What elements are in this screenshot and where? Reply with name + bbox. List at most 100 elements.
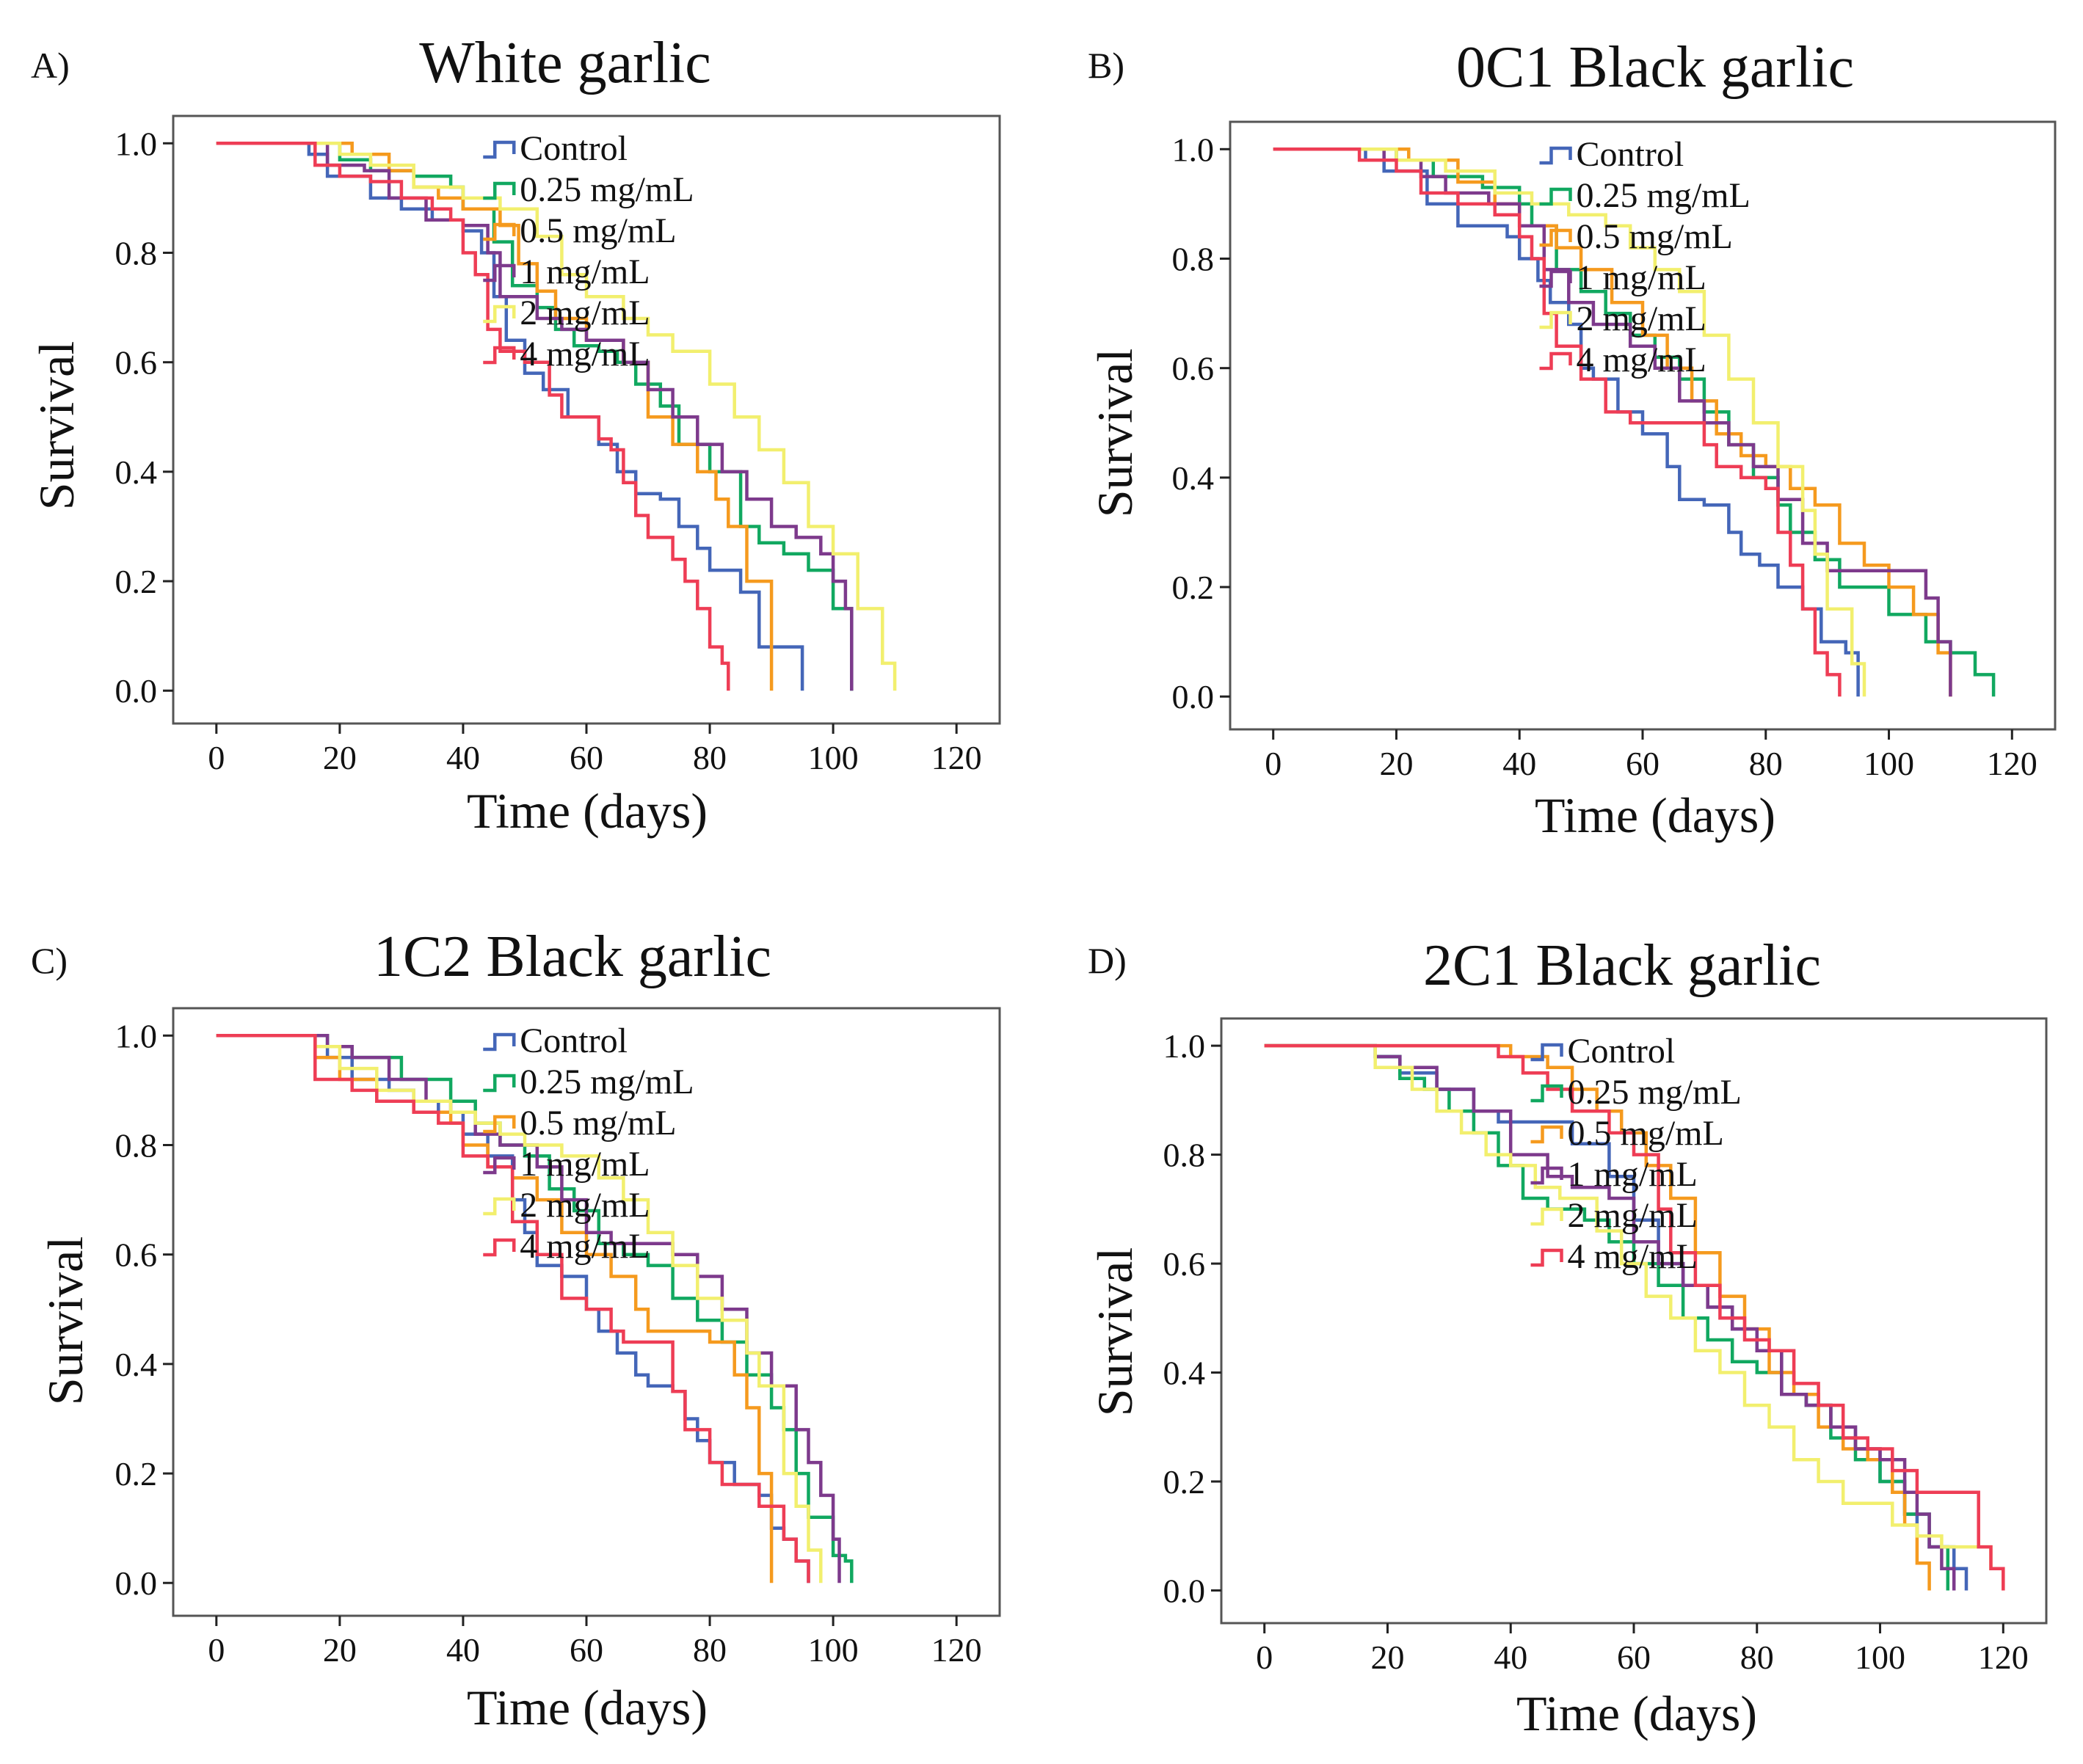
panel-a-y-tick-label: 1.0 [115, 125, 158, 162]
panel-a-x-tick-label: 120 [931, 739, 982, 776]
panel-d-legend-swatch-1-mg-ml [1530, 1166, 1563, 1185]
panel-b-x-axis-label: Time (days) [1535, 787, 1775, 843]
panel-a-series-control [216, 142, 804, 691]
panel-c-series-4-mg-ml [216, 1034, 810, 1583]
panel-a-legend-label-0-25-mg-ml: 0.25 mg/mL [520, 170, 694, 209]
panel-c-x-tick-label: 80 [693, 1631, 727, 1669]
panel-d-x-tick-label: 60 [1617, 1639, 1651, 1676]
panel-d-y-tick-label: 0.4 [1163, 1355, 1206, 1392]
panel-d-series-2-mg-ml [1264, 1043, 2005, 1591]
panel-d-legend-swatch-control [1530, 1043, 1563, 1062]
panel-b-x-tick-label: 20 [1379, 745, 1413, 782]
panel-a-series-4-mg-ml [216, 142, 730, 691]
panel-c-label: C) [31, 940, 68, 981]
panel-c-x-tick-label: 40 [446, 1631, 480, 1669]
panel-c-y-tick-label: 1.0 [115, 1017, 158, 1054]
panel-c-legend-label-0-5-mg-ml: 0.5 mg/mL [520, 1104, 676, 1142]
panel-b-legend-swatch-control [1539, 146, 1572, 165]
panel-a-label: A) [31, 45, 70, 86]
panel-b-legend-swatch-0-5-mg-ml [1539, 228, 1572, 247]
panel-a-legend-swatch-2-mg-ml [483, 305, 516, 324]
panel-d-legend-swatch-4-mg-ml [1530, 1248, 1563, 1267]
panel-d-legend-label-control: Control [1568, 1032, 1676, 1071]
panel-b-y-tick-label: 0.6 [1172, 350, 1215, 387]
panel-a-legend-label-1-mg-ml: 1 mg/mL [520, 252, 650, 291]
panel-d-legend-label-1-mg-ml: 1 mg/mL [1568, 1155, 1698, 1194]
panel-c-legend-swatch-0-5-mg-ml [483, 1115, 516, 1134]
panel-c-x-axis-label: Time (days) [467, 1680, 708, 1735]
panel-d-legend-label-2-mg-ml: 2 mg/mL [1568, 1196, 1698, 1235]
panel-b-x-tick-label: 0 [1265, 745, 1282, 782]
panel-a-y-tick-label: 0.0 [115, 672, 158, 710]
panel-a-legend-label-4-mg-ml: 4 mg/mL [520, 335, 650, 373]
panel-a-y-tick-label: 0.6 [115, 344, 158, 382]
panel-c-legend-label-2-mg-ml: 2 mg/mL [520, 1186, 650, 1225]
panel-b-x-tick-label: 80 [1749, 745, 1783, 782]
panel-d-y-tick-label: 0.2 [1163, 1463, 1206, 1501]
panel-d-legend-swatch-0-25-mg-ml [1530, 1084, 1563, 1103]
panel-c-y-tick-label: 0.4 [115, 1346, 158, 1383]
panel-d-x-tick-label: 40 [1494, 1639, 1527, 1676]
panel-d-x-tick-label: 80 [1740, 1639, 1774, 1676]
panel-c-x-tick-label: 60 [570, 1631, 603, 1669]
panel-d-legend-label-0-25-mg-ml: 0.25 mg/mL [1568, 1073, 1742, 1112]
panel-a-y-tick-label: 0.2 [115, 563, 158, 600]
panel-d-x-axis-label: Time (days) [1516, 1685, 1757, 1741]
panel-b: B) 0C1 Black garlic Time (days) Survival… [1087, 35, 2057, 843]
panel-d-title: 2C1 Black garlic [1423, 933, 1821, 998]
panel-c-legend-label-1-mg-ml: 1 mg/mL [520, 1145, 650, 1184]
panel-c-y-tick-label: 0.6 [115, 1236, 158, 1274]
panel-b-x-tick-label: 40 [1502, 745, 1536, 782]
panel-a-legend-swatch-0-25-mg-ml [483, 181, 516, 200]
panel-c-legend-swatch-4-mg-ml [483, 1238, 516, 1257]
panel-b-x-tick-label: 120 [1987, 745, 2037, 782]
panel-b-series-1-mg-ml [1273, 147, 1952, 697]
panel-d-legend-label-4-mg-ml: 4 mg/mL [1568, 1237, 1698, 1276]
panel-c-legend-label-0-25-mg-ml: 0.25 mg/mL [520, 1063, 694, 1101]
panel-d-legend-label-0-5-mg-ml: 0.5 mg/mL [1568, 1114, 1724, 1153]
panel-b-y-tick-label: 0.0 [1172, 678, 1215, 715]
panel-b-y-tick-label: 1.0 [1172, 131, 1215, 168]
panel-a-series-0-25-mg-ml [216, 142, 854, 691]
panel-b-legend-label-0-5-mg-ml: 0.5 mg/mL [1577, 217, 1733, 256]
panel-b-series-0-25-mg-ml [1273, 147, 1996, 697]
panel-c-y-tick-label: 0.0 [115, 1564, 158, 1602]
panel-c-x-tick-label: 20 [323, 1631, 357, 1669]
panel-c-legend-swatch-0-25-mg-ml [483, 1074, 516, 1093]
panel-a-legend-swatch-0-5-mg-ml [483, 222, 516, 241]
panel-a-x-tick-label: 40 [446, 739, 480, 776]
panel-b-legend-swatch-1-mg-ml [1539, 269, 1572, 288]
panel-b-legend-label-control: Control [1577, 135, 1684, 174]
panel-c-y-tick-label: 0.2 [115, 1455, 158, 1493]
panel-c-legend-label-control: Control [520, 1021, 628, 1060]
panel-d-y-tick-label: 0.6 [1163, 1245, 1206, 1283]
panel-a-series-1-mg-ml [216, 142, 854, 691]
panel-d-series-0-5-mg-ml [1264, 1043, 1931, 1591]
panel-c-series-2-mg-ml [216, 1034, 823, 1583]
panel-d-x-tick-label: 100 [1855, 1639, 1905, 1676]
panel-b-series-4-mg-ml [1273, 147, 1842, 697]
panel-a-legend-swatch-control [483, 140, 516, 159]
panel-c-y-axis-label: Survival [37, 1236, 93, 1405]
panel-a-legend-label-2-mg-ml: 2 mg/mL [520, 294, 650, 332]
panel-d-x-tick-label: 120 [1978, 1639, 2029, 1676]
panel-c-y-tick-label: 0.8 [115, 1126, 158, 1164]
panel-a-x-tick-label: 60 [570, 739, 603, 776]
panel-d-legend-swatch-0-5-mg-ml [1530, 1125, 1563, 1144]
panel-a-y-tick-label: 0.4 [115, 453, 158, 491]
panel-d-x-tick-label: 0 [1256, 1639, 1273, 1676]
panel-c: C) 1C2 Black garlic Time (days) Survival… [31, 925, 1001, 1735]
panel-a-series-2-mg-ml [216, 142, 897, 691]
panel-c-legend-swatch-1-mg-ml [483, 1156, 516, 1175]
panel-b-legend-label-2-mg-ml: 2 mg/mL [1577, 299, 1706, 338]
panel-a-y-axis-label: Survival [29, 341, 84, 510]
panel-a-x-tick-label: 80 [693, 739, 727, 776]
panel-a-legend-swatch-4-mg-ml [483, 346, 516, 365]
panel-a-legend-label-control: Control [520, 129, 628, 168]
panel-b-x-tick-label: 60 [1626, 745, 1660, 782]
panel-b-y-axis-label: Survival [1087, 349, 1143, 517]
panel-a-y-tick-label: 0.8 [115, 234, 158, 271]
panel-d-y-tick-label: 0.8 [1163, 1137, 1206, 1174]
panel-a-legend-swatch-1-mg-ml [483, 263, 516, 283]
panel-c-title: 1C2 Black garlic [374, 925, 771, 989]
